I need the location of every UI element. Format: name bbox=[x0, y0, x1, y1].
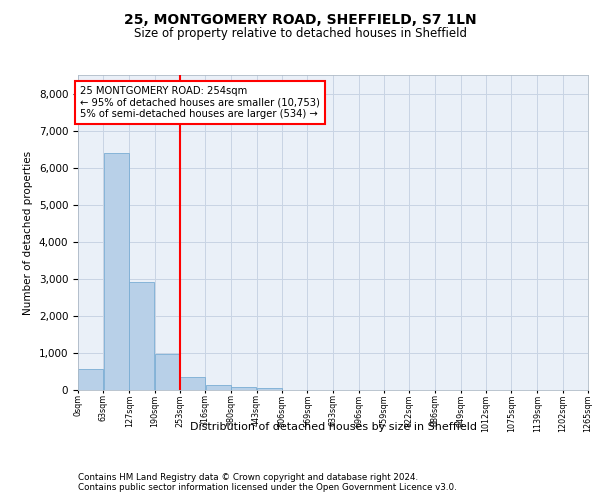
Bar bbox=[232, 386, 256, 390]
Bar bbox=[180, 376, 205, 390]
Text: 25 MONTGOMERY ROAD: 254sqm
← 95% of detached houses are smaller (10,753)
5% of s: 25 MONTGOMERY ROAD: 254sqm ← 95% of deta… bbox=[80, 86, 320, 120]
Text: Contains HM Land Registry data © Crown copyright and database right 2024.: Contains HM Land Registry data © Crown c… bbox=[78, 472, 418, 482]
Text: Distribution of detached houses by size in Sheffield: Distribution of detached houses by size … bbox=[190, 422, 476, 432]
Bar bbox=[104, 153, 128, 390]
Y-axis label: Number of detached properties: Number of detached properties bbox=[23, 150, 33, 314]
Text: 25, MONTGOMERY ROAD, SHEFFIELD, S7 1LN: 25, MONTGOMERY ROAD, SHEFFIELD, S7 1LN bbox=[124, 12, 476, 26]
Bar bbox=[130, 282, 154, 390]
Bar bbox=[155, 354, 180, 390]
Bar bbox=[78, 368, 103, 390]
Text: Contains public sector information licensed under the Open Government Licence v3: Contains public sector information licen… bbox=[78, 484, 457, 492]
Bar bbox=[206, 385, 230, 390]
Text: Size of property relative to detached houses in Sheffield: Size of property relative to detached ho… bbox=[133, 28, 467, 40]
Bar bbox=[257, 388, 282, 390]
